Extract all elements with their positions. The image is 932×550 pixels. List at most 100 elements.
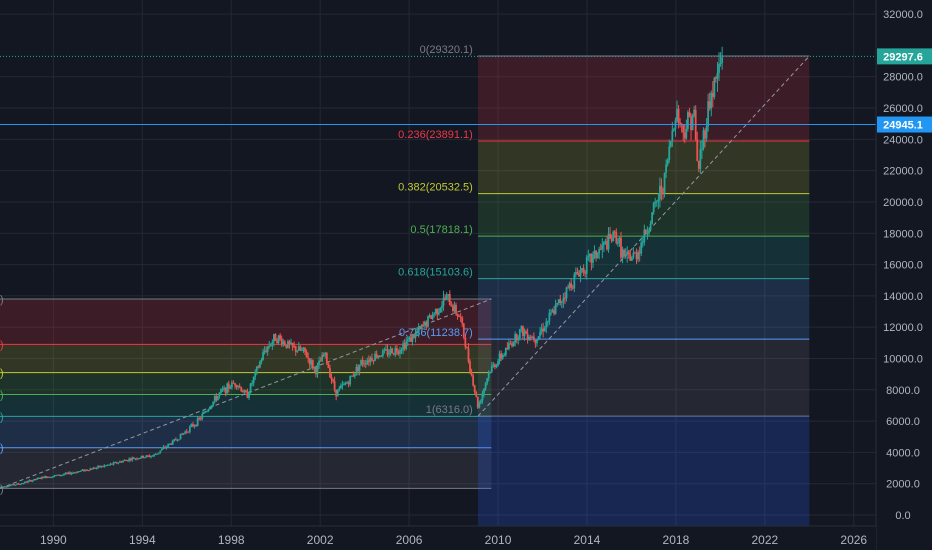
candle-body bbox=[184, 431, 187, 434]
candle-body bbox=[0, 486, 3, 488]
candle-body bbox=[249, 383, 252, 393]
fib-level-label: ) bbox=[0, 411, 4, 423]
x-tick-label: 2010 bbox=[485, 533, 512, 547]
candle-body bbox=[34, 478, 37, 480]
candle-body bbox=[484, 383, 487, 389]
candle-body bbox=[188, 426, 191, 432]
candle-body bbox=[702, 130, 705, 149]
last-price-badge-bg bbox=[877, 48, 932, 65]
candle-body bbox=[422, 324, 425, 326]
candle-body bbox=[716, 72, 719, 79]
candle-body bbox=[11, 484, 14, 486]
candle-body bbox=[6, 486, 9, 488]
candle-body bbox=[624, 254, 627, 257]
candle-body bbox=[257, 366, 260, 368]
fib-zone bbox=[478, 193, 810, 237]
candle-body bbox=[621, 249, 624, 258]
candle-body bbox=[718, 64, 720, 73]
candle-body bbox=[19, 484, 22, 486]
candle-body bbox=[179, 433, 182, 440]
candle-body bbox=[707, 101, 710, 127]
candle-body bbox=[439, 307, 442, 313]
candle-body bbox=[301, 349, 303, 351]
candle-body bbox=[341, 384, 344, 386]
candle-body bbox=[573, 274, 576, 289]
candle-body bbox=[185, 431, 188, 433]
candle-body bbox=[690, 116, 692, 131]
x-tick-label: 2018 bbox=[663, 533, 690, 547]
candle-body bbox=[444, 297, 447, 300]
fib-zone bbox=[478, 416, 810, 526]
y-tick-label: 18000.0 bbox=[883, 228, 923, 240]
candle-body bbox=[494, 364, 496, 368]
candle-body bbox=[581, 267, 583, 271]
candle-body bbox=[83, 469, 85, 472]
y-tick-label: 2000.0 bbox=[886, 479, 920, 491]
hline-price-badge-bg bbox=[877, 116, 932, 133]
candle-body bbox=[315, 367, 317, 375]
candle-body bbox=[559, 299, 562, 303]
candle-body bbox=[518, 329, 521, 339]
fib-level-label: 0.382(20532.5) bbox=[398, 182, 473, 194]
trend-lines bbox=[0, 55, 810, 489]
candle-body bbox=[413, 334, 415, 338]
candle-body bbox=[567, 287, 569, 289]
candle-body bbox=[487, 372, 490, 379]
candle-body bbox=[218, 392, 221, 396]
candle-body bbox=[126, 460, 129, 462]
fib-level-label: ) bbox=[0, 339, 4, 351]
candle-body bbox=[428, 315, 431, 317]
candle-body bbox=[137, 458, 140, 460]
candle-body bbox=[55, 475, 57, 477]
x-tick-label: 2026 bbox=[840, 533, 867, 547]
candle-body bbox=[109, 463, 112, 465]
candle-body bbox=[434, 308, 437, 314]
candle-body bbox=[48, 476, 51, 478]
fib-zone bbox=[0, 447, 492, 489]
candle-body bbox=[131, 457, 134, 461]
candle-body bbox=[626, 251, 629, 255]
candle-body bbox=[181, 433, 183, 435]
candle-body bbox=[672, 128, 675, 131]
candle-body bbox=[613, 231, 616, 233]
candle-body bbox=[543, 327, 546, 332]
candle-body bbox=[75, 472, 78, 474]
candle-body bbox=[568, 283, 571, 288]
candle-body bbox=[361, 360, 364, 365]
candle-body bbox=[170, 443, 173, 445]
candle-body bbox=[146, 455, 149, 457]
price-axis-panel[interactable] bbox=[876, 0, 932, 550]
candle-body bbox=[297, 346, 300, 351]
candle-body bbox=[223, 387, 226, 390]
candle-body bbox=[319, 360, 322, 362]
candle-body bbox=[302, 347, 305, 350]
candle-body bbox=[339, 385, 342, 389]
candle-body bbox=[279, 335, 282, 339]
candle-body bbox=[367, 360, 370, 363]
candle-body bbox=[282, 341, 285, 345]
candle-body bbox=[259, 361, 261, 368]
candle-body bbox=[254, 371, 257, 377]
candle-body bbox=[375, 353, 378, 358]
candle-body bbox=[406, 339, 409, 342]
candle-body bbox=[469, 361, 471, 373]
y-tick-label: 8000.0 bbox=[886, 385, 920, 397]
candle-body bbox=[500, 353, 503, 359]
candle-body bbox=[498, 353, 501, 362]
candle-body bbox=[41, 476, 43, 479]
candle-body bbox=[483, 388, 485, 394]
candle-body bbox=[480, 400, 482, 403]
price-axis-labels: 0.0 2000.0 4000.0 6000.0 8000.0 10000.0 12000.… bbox=[883, 9, 923, 522]
candle-body bbox=[490, 365, 493, 372]
candle-body bbox=[129, 458, 132, 461]
candle-body bbox=[595, 250, 597, 259]
candle-body bbox=[338, 388, 341, 390]
candle-body bbox=[30, 480, 33, 482]
candle-body bbox=[715, 77, 717, 79]
candle-body bbox=[42, 476, 45, 479]
candle-body bbox=[353, 373, 356, 377]
candle-body bbox=[442, 297, 445, 306]
candle-body bbox=[308, 358, 311, 365]
time-axis-panel[interactable] bbox=[0, 526, 876, 550]
